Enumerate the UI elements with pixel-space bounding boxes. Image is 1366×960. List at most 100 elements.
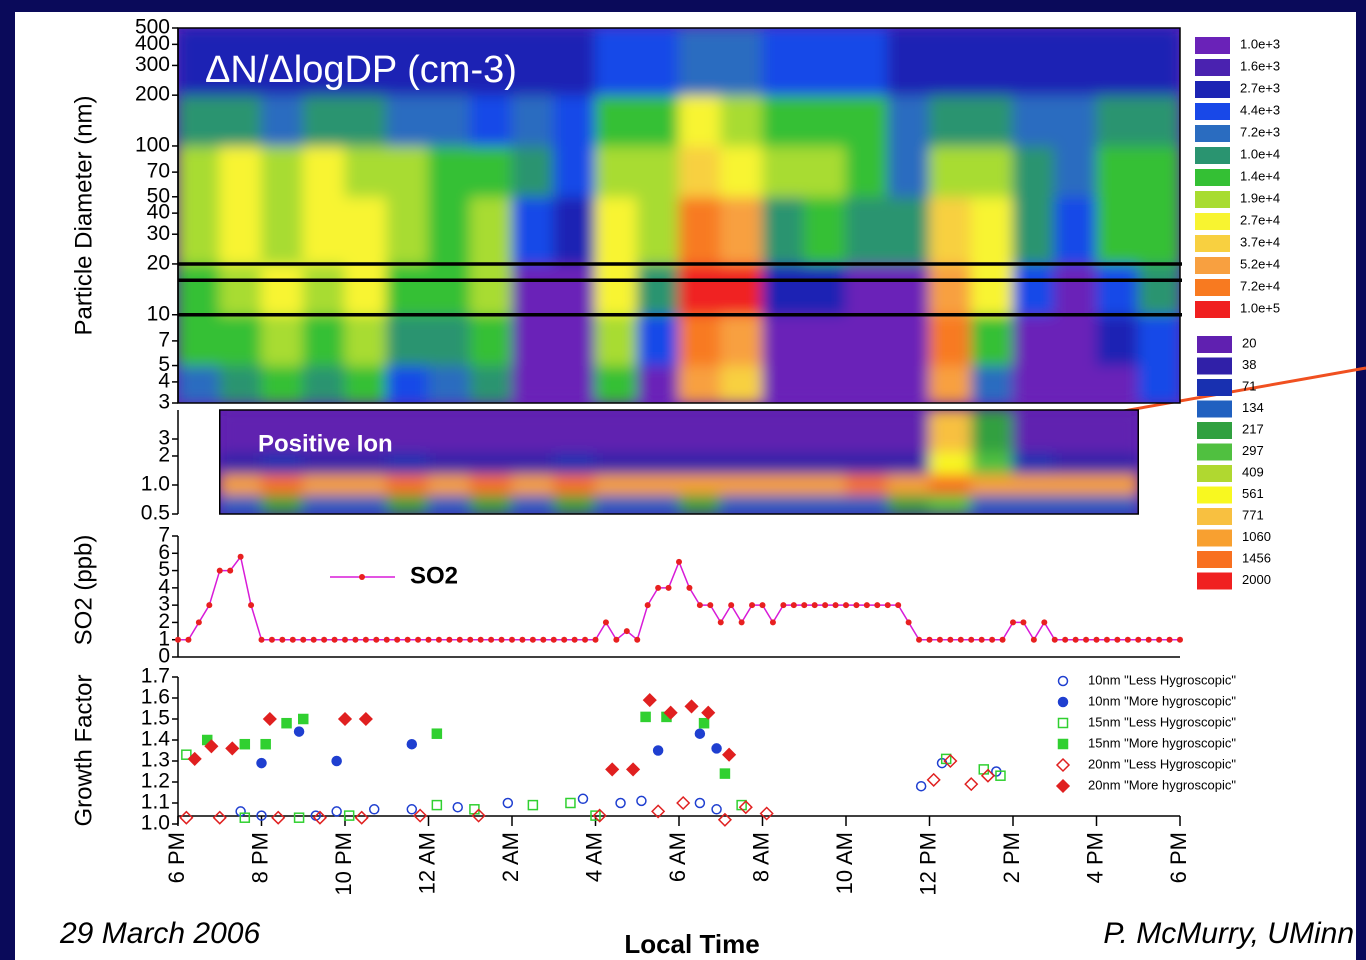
heatmap-cell [595,314,638,367]
heatmap-cell [678,314,722,367]
y-tick-label: 40 [147,201,170,224]
heatmap-cell [595,196,638,265]
heatmap-cell [469,94,513,147]
heatmap-cell [1137,263,1180,316]
heatmap-cell [970,145,1014,198]
heatmap-cell [720,94,763,147]
point [342,636,348,643]
heatmap-cell [1054,145,1097,198]
heatmap-cell [219,196,262,265]
heatmap-cell [887,196,930,265]
heatmap-cell [929,493,972,514]
heatmap-cell [1054,493,1097,514]
heatmap-cell [1054,473,1097,495]
heatmap-cell [970,263,1014,316]
heatmap-cell [678,493,722,514]
heatmap-cell [803,451,847,475]
colorbar-swatch [1195,81,1230,98]
heatmap-cell [553,365,596,403]
heatmap-cell [678,94,722,147]
point [722,747,737,762]
point [431,799,443,811]
heatmap-cell [636,365,680,403]
heatmap-cell [803,410,847,453]
heatmap-cell [1012,365,1056,403]
y-tick-label: 1.3 [141,749,170,772]
point [471,808,486,823]
heatmap-cell [636,94,680,147]
legend-label: 15nm "More hygroscopic" [1088,735,1236,750]
heatmap-cell [219,314,262,367]
heatmap-cell [803,314,847,367]
point [1177,636,1183,643]
point [749,602,756,609]
heatmap-cell [428,314,471,367]
heatmap-cell [929,28,972,96]
point [1062,636,1069,643]
heatmap-cell [1054,28,1097,96]
point [663,705,678,720]
heatmap-cell [1012,145,1056,198]
x-tick-label: 6 AM [665,832,690,882]
point [1010,619,1016,626]
heatmap-cell [1096,28,1139,96]
heatmap-cell [302,493,346,514]
heatmap-cell [678,410,722,453]
y-tick-label: 2 [158,444,170,467]
heatmap-cell [1012,314,1056,367]
point [368,804,380,815]
heatmap-cell [636,196,680,265]
y-tick-label: 20 [147,251,170,274]
point [289,636,296,643]
heatmap-cell [762,314,805,367]
y-tick-label: 4 [158,575,170,598]
heatmap-cell [845,410,889,453]
point [181,749,192,760]
y-tick-label: 300 [135,53,170,76]
heatmap-cell [1137,196,1180,265]
legend-marker [1057,738,1069,750]
colorbar-label: 3.7e+4 [1240,234,1280,249]
heatmap-cell [386,28,429,96]
point [728,602,735,609]
legend-label: 20nm "Less Hygroscopic" [1088,756,1236,771]
y-tick-label: 1.1 [141,791,170,814]
heatmap-cell [386,94,429,147]
heatmap-cell [1096,473,1138,495]
y-tick-label: 7 [158,328,170,351]
point [394,636,401,643]
colorbar-label: 7.2e+3 [1240,124,1280,139]
point [642,693,657,708]
heatmap-cell [386,410,429,453]
point [613,636,620,643]
legend-marker [359,574,365,580]
heatmap-cell [845,314,889,367]
heatmap-cell [887,94,930,147]
point [822,602,829,609]
heatmap-cell [553,145,596,198]
point [936,636,943,643]
heatmap-cell [386,451,429,475]
heatmap-cell [553,196,596,265]
legend-label: 10nm "More hygroscopic" [1088,693,1236,708]
heatmap-cell [1137,314,1180,367]
heatmap-cell [970,451,1014,475]
heatmap-blur [220,410,1138,514]
heatmap-cell [803,196,847,265]
heatmap-cell [929,196,972,265]
heatmap-cell [636,145,680,198]
heatmap-cell [720,145,763,198]
heatmap-cell [344,196,388,265]
heatmap-cell [887,493,930,514]
point [801,602,808,609]
point [717,619,724,626]
point [905,619,912,626]
point [498,636,505,643]
heatmap-cell [1012,196,1056,265]
point [561,636,568,643]
point [701,705,716,720]
heatmap-cell [1137,365,1180,403]
heatmap-cell [970,314,1014,367]
heatmap-cell [929,94,972,147]
colorbar-label: 1.0e+5 [1240,300,1280,315]
